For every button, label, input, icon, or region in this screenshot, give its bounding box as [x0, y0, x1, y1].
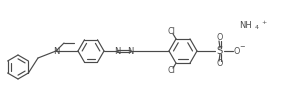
Text: O: O [217, 60, 223, 69]
Text: O: O [234, 47, 240, 55]
Text: O: O [217, 33, 223, 42]
Text: 4: 4 [255, 25, 259, 30]
Text: Cl: Cl [167, 27, 175, 36]
Text: NH: NH [239, 22, 252, 30]
Text: N: N [53, 47, 59, 55]
Text: +: + [261, 20, 266, 25]
Text: N: N [127, 47, 133, 55]
Text: Cl: Cl [167, 66, 175, 75]
Text: −: − [239, 44, 245, 50]
Text: N: N [114, 47, 120, 55]
Text: S: S [217, 46, 223, 56]
